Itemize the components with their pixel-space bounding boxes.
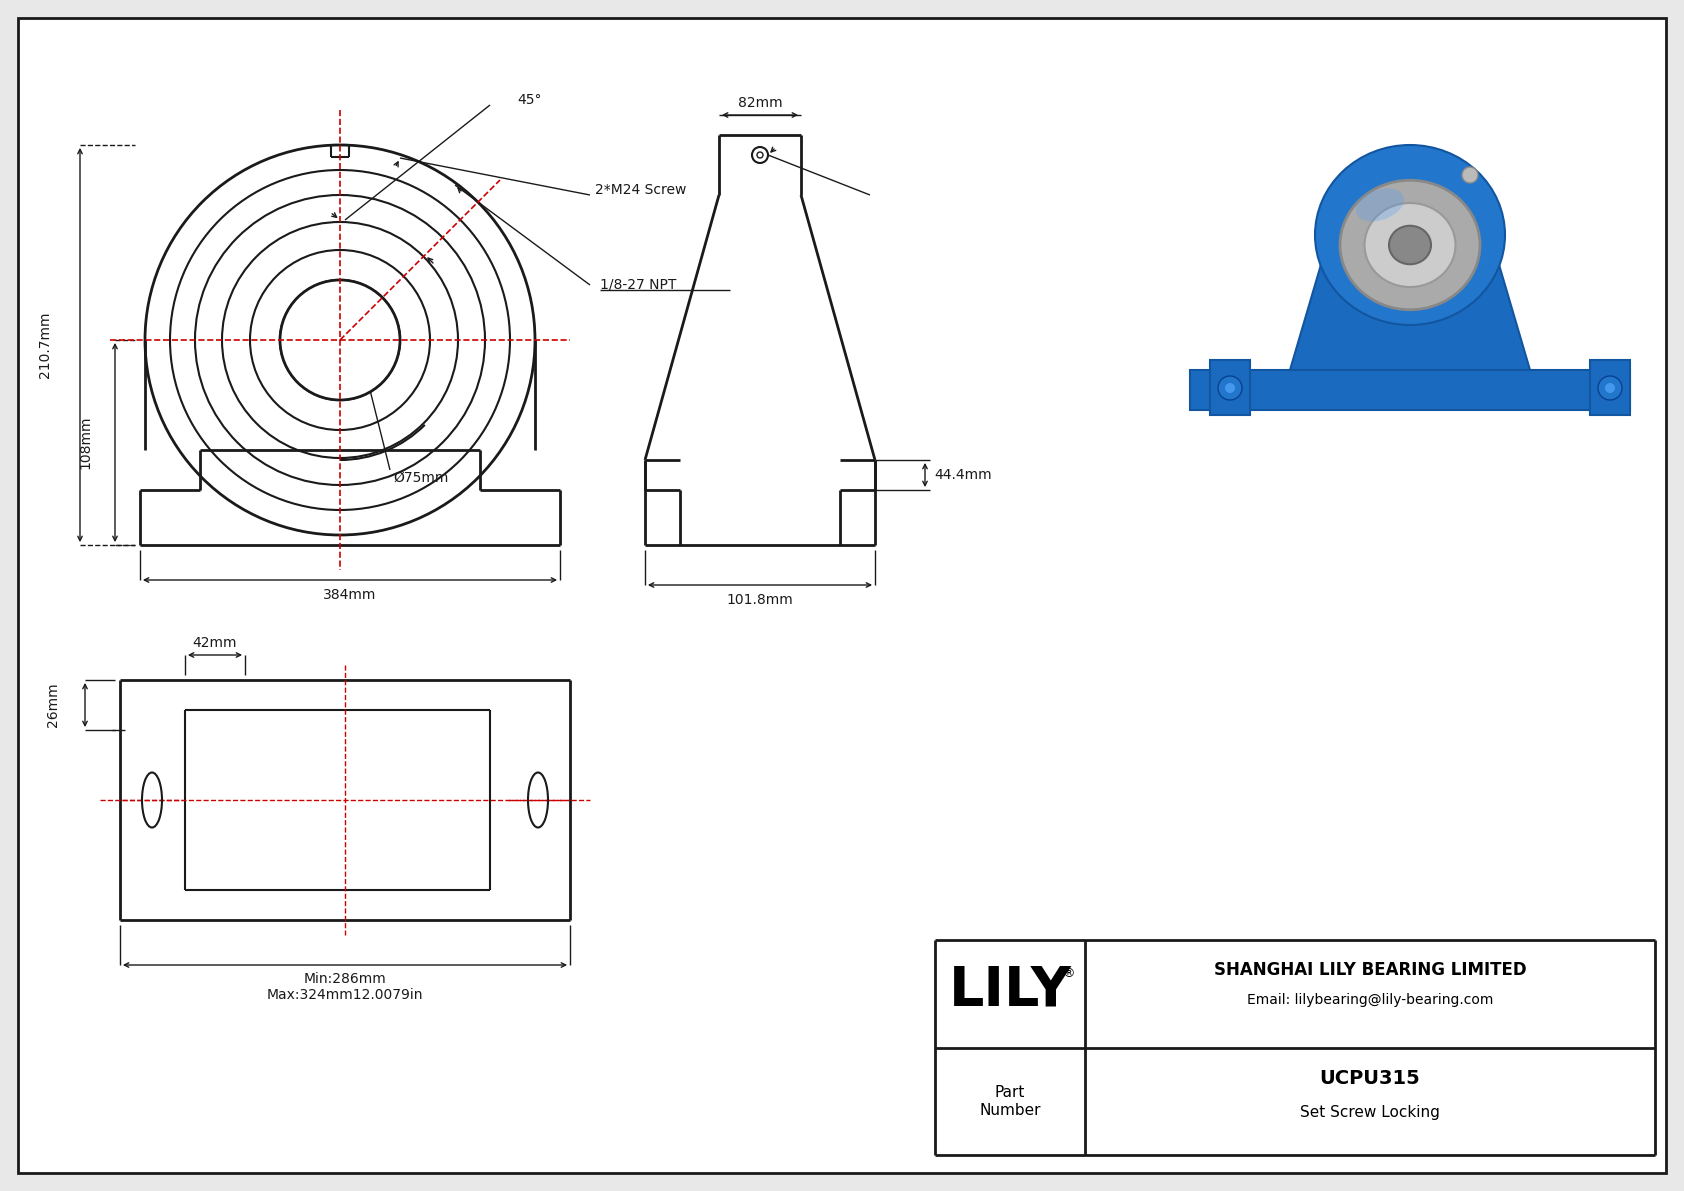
Text: SHANGHAI LILY BEARING LIMITED: SHANGHAI LILY BEARING LIMITED xyxy=(1214,961,1526,979)
Ellipse shape xyxy=(1340,180,1480,310)
Ellipse shape xyxy=(280,280,401,400)
Circle shape xyxy=(1605,384,1615,393)
Bar xyxy=(1211,360,1250,414)
Text: Max:324mm12.0079in: Max:324mm12.0079in xyxy=(266,989,423,1002)
Bar xyxy=(935,940,1655,1155)
Polygon shape xyxy=(1191,370,1630,410)
Text: Min:286mm: Min:286mm xyxy=(303,972,386,986)
Text: 101.8mm: 101.8mm xyxy=(726,593,793,607)
Ellipse shape xyxy=(1356,188,1404,222)
Text: 26mm: 26mm xyxy=(45,682,61,728)
Text: 2*M24 Screw: 2*M24 Screw xyxy=(594,183,687,197)
Text: Set Screw Locking: Set Screw Locking xyxy=(1300,1105,1440,1121)
Circle shape xyxy=(1218,376,1243,400)
Text: 44.4mm: 44.4mm xyxy=(935,468,992,482)
Text: 42mm: 42mm xyxy=(192,636,237,650)
Text: 210.7mm: 210.7mm xyxy=(39,312,52,379)
Text: UCPU315: UCPU315 xyxy=(1320,1068,1420,1087)
Text: LILY: LILY xyxy=(948,964,1071,1018)
Circle shape xyxy=(1462,167,1479,183)
Bar xyxy=(1590,360,1630,414)
Text: ®: ® xyxy=(1061,967,1074,980)
Ellipse shape xyxy=(1315,145,1505,325)
Text: 82mm: 82mm xyxy=(738,96,783,110)
Circle shape xyxy=(1598,376,1622,400)
Circle shape xyxy=(753,146,768,163)
Text: Part
Number: Part Number xyxy=(980,1085,1041,1117)
Text: 1/8-27 NPT: 1/8-27 NPT xyxy=(600,278,677,292)
Text: 384mm: 384mm xyxy=(323,588,377,601)
Text: Ø75mm: Ø75mm xyxy=(392,470,448,485)
Polygon shape xyxy=(1290,200,1531,370)
Circle shape xyxy=(1224,384,1234,393)
Text: 108mm: 108mm xyxy=(77,416,93,469)
Ellipse shape xyxy=(1364,202,1455,287)
Text: 45°: 45° xyxy=(517,93,542,107)
Text: Email: lilybearing@lily-bearing.com: Email: lilybearing@lily-bearing.com xyxy=(1246,993,1494,1008)
Ellipse shape xyxy=(1389,226,1431,264)
